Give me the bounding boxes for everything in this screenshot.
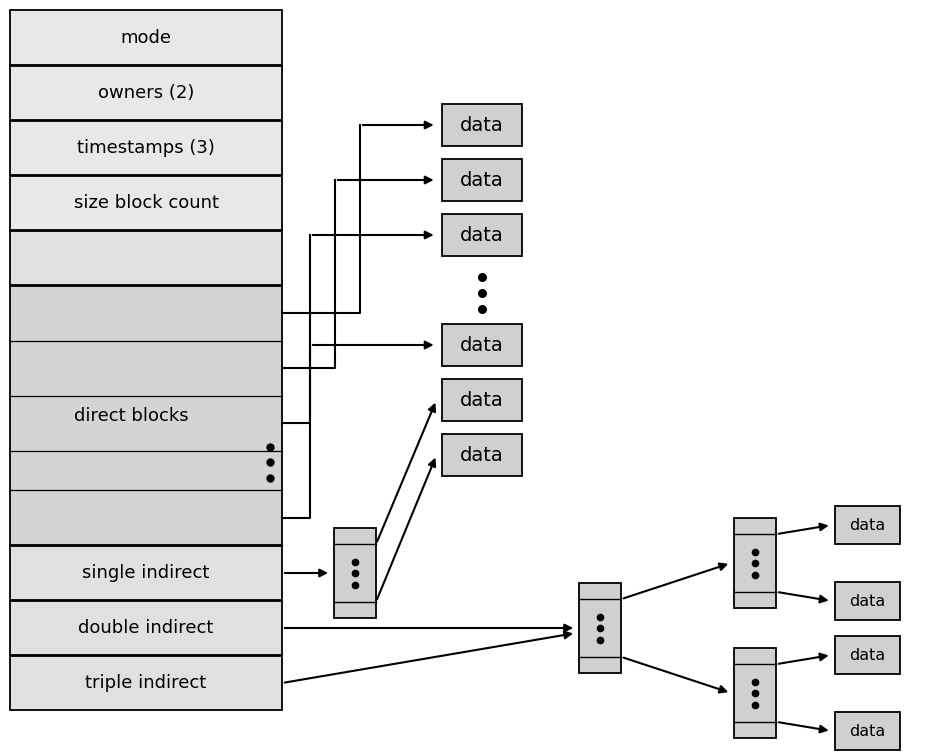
Bar xyxy=(442,434,522,476)
Bar xyxy=(579,583,621,673)
Text: timestamps (3): timestamps (3) xyxy=(77,139,215,157)
Bar xyxy=(10,286,282,545)
Bar xyxy=(442,214,522,256)
Bar xyxy=(10,656,282,710)
Bar xyxy=(10,121,282,175)
Text: data: data xyxy=(849,648,885,663)
Text: data: data xyxy=(460,170,504,190)
Bar xyxy=(734,518,776,608)
Text: data: data xyxy=(849,517,885,532)
Bar xyxy=(10,66,282,120)
Text: data: data xyxy=(849,593,885,608)
Text: direct blocks: direct blocks xyxy=(73,407,188,425)
Bar xyxy=(10,176,282,230)
Text: size block count: size block count xyxy=(73,194,219,212)
Text: double indirect: double indirect xyxy=(78,619,214,637)
Bar xyxy=(10,601,282,655)
Bar xyxy=(834,712,899,750)
Bar xyxy=(10,546,282,600)
Text: triple indirect: triple indirect xyxy=(86,674,206,692)
Bar xyxy=(442,159,522,201)
Text: mode: mode xyxy=(121,29,171,47)
Bar xyxy=(442,379,522,421)
Bar xyxy=(10,231,282,285)
Text: data: data xyxy=(460,115,504,135)
Text: owners (2): owners (2) xyxy=(98,84,194,102)
Bar xyxy=(834,636,899,674)
Bar xyxy=(734,648,776,738)
Text: single indirect: single indirect xyxy=(83,564,209,582)
Text: data: data xyxy=(460,336,504,355)
Text: data: data xyxy=(460,446,504,465)
Text: data: data xyxy=(460,391,504,410)
Bar xyxy=(834,582,899,620)
Bar xyxy=(10,10,282,65)
Bar xyxy=(442,324,522,366)
Bar xyxy=(442,104,522,146)
Bar xyxy=(334,528,376,618)
Bar xyxy=(834,506,899,544)
Text: data: data xyxy=(460,225,504,245)
Text: data: data xyxy=(849,724,885,739)
